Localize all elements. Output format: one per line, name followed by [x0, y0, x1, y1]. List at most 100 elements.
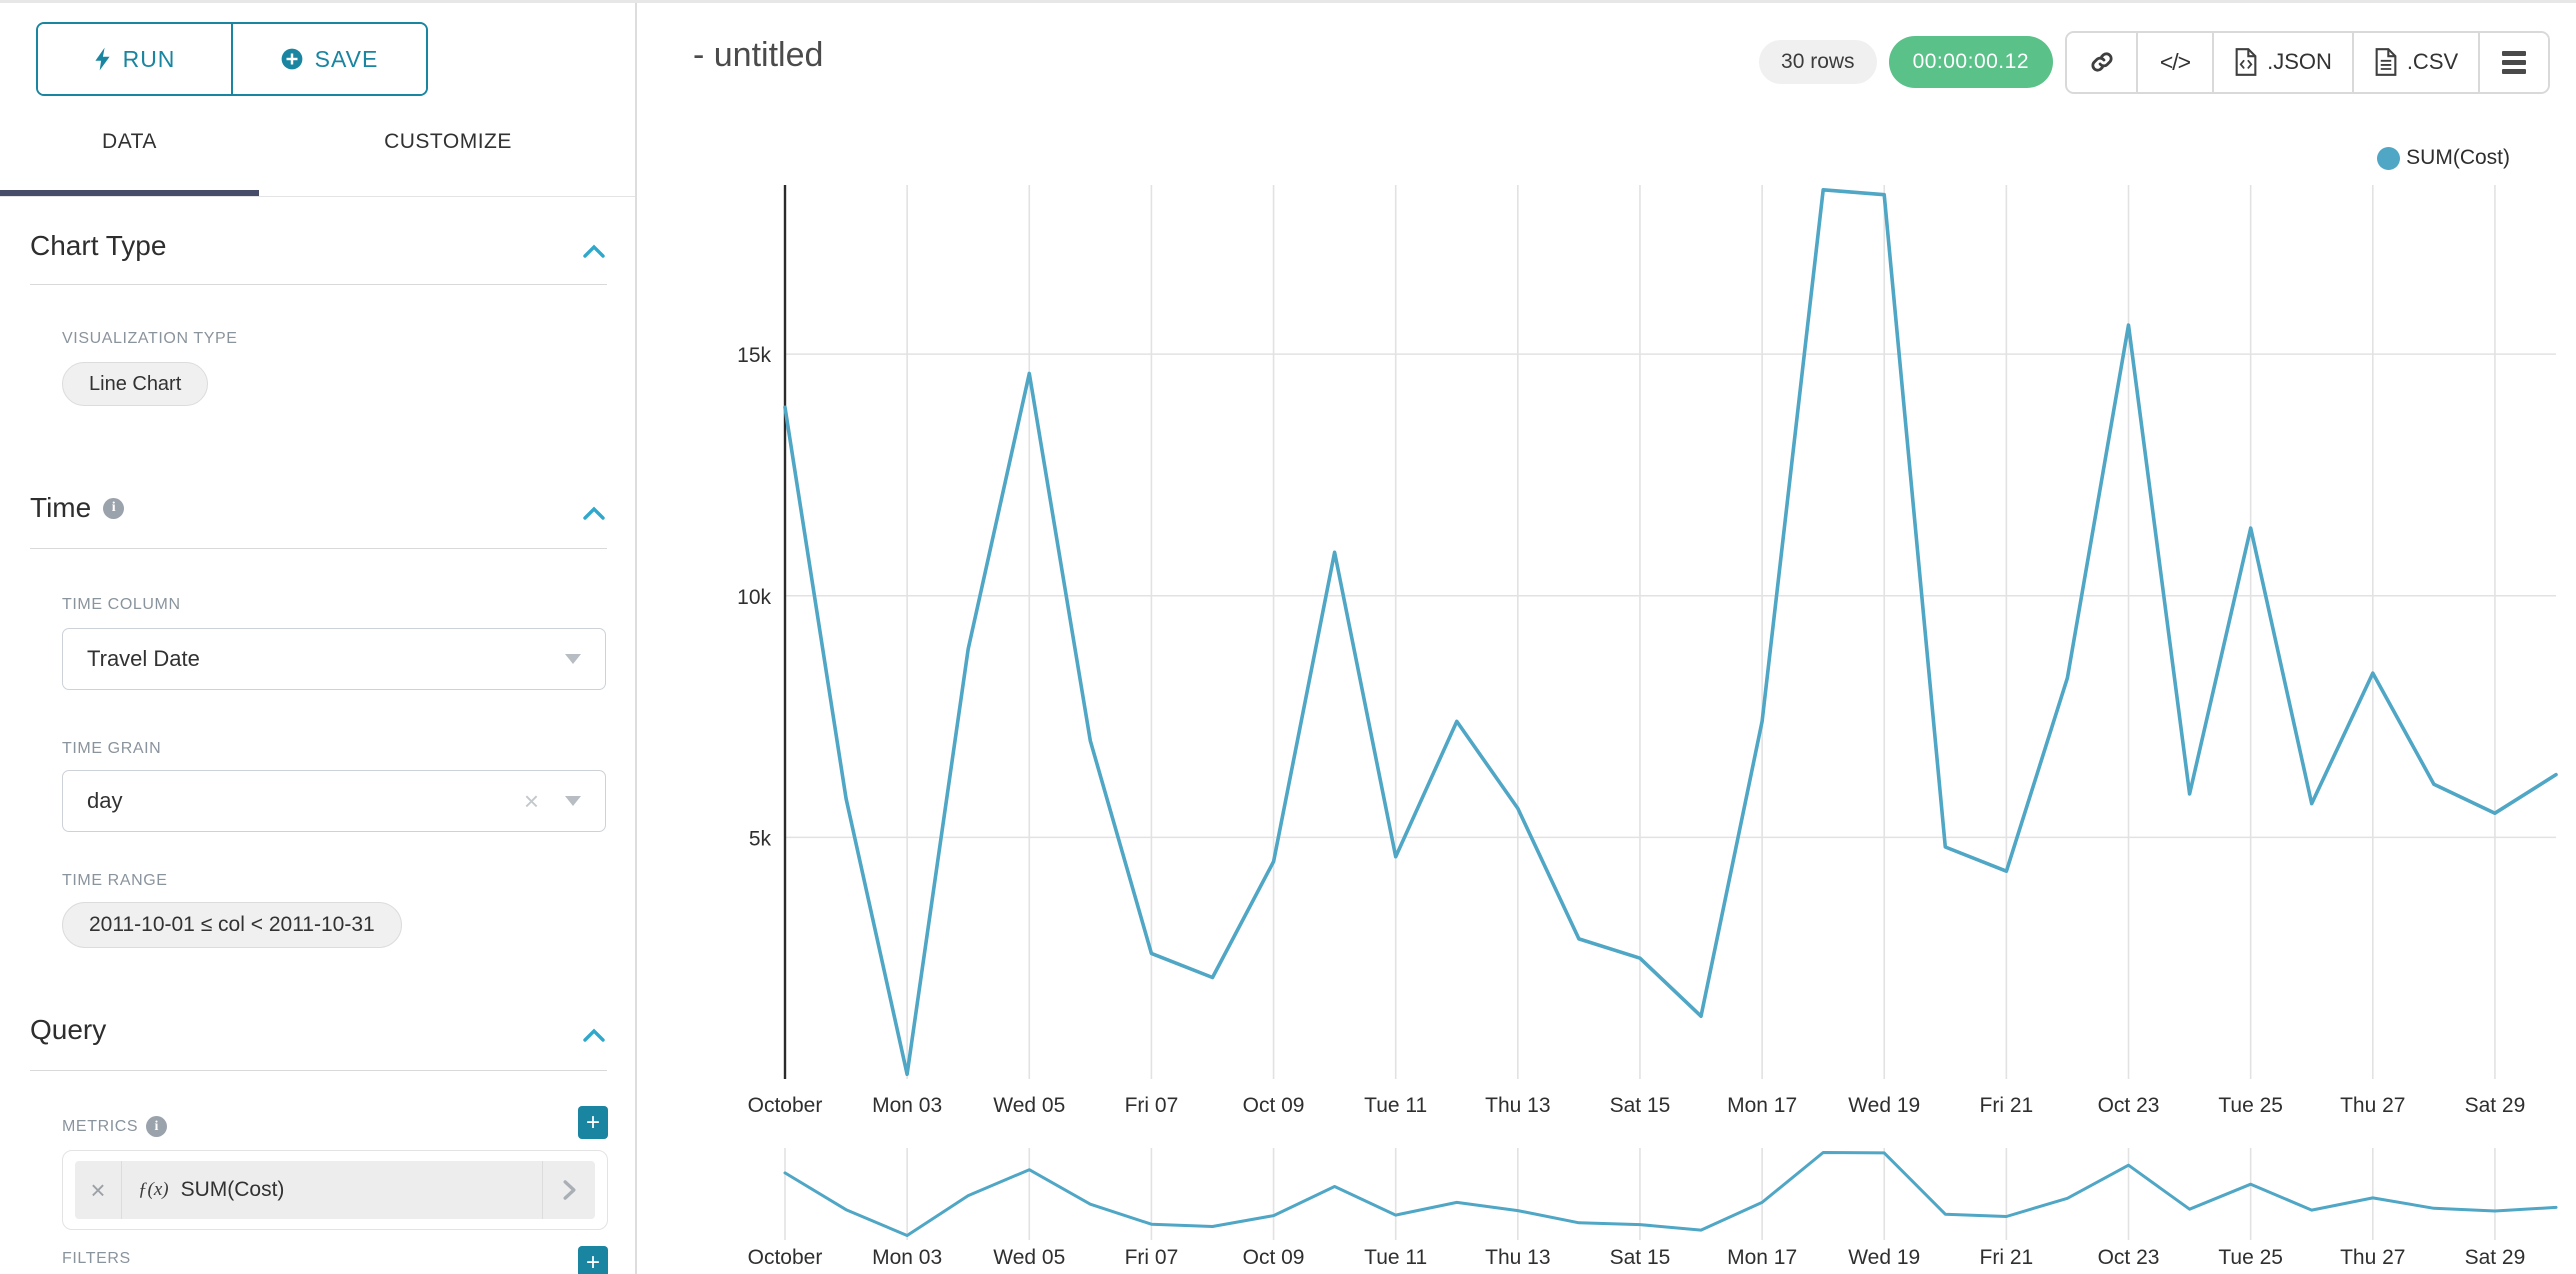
- svg-text:Fri 07: Fri 07: [1125, 1094, 1179, 1117]
- filters-label: FILTERS: [62, 1250, 131, 1267]
- svg-text:Tue 11: Tue 11: [1364, 1094, 1427, 1117]
- info-icon: i: [103, 497, 125, 519]
- file-text-icon: [2375, 48, 2397, 76]
- svg-text:Fri 21: Fri 21: [1980, 1246, 2034, 1269]
- section-title-chart-type: Chart Type: [30, 230, 167, 261]
- metric-container: × ƒ(x) SUM(Cost): [62, 1150, 608, 1230]
- export-json-label: .JSON: [2267, 49, 2332, 74]
- svg-text:Oct 23: Oct 23: [2098, 1246, 2160, 1269]
- svg-text:Mon 03: Mon 03: [872, 1094, 942, 1117]
- expand-metric-icon[interactable]: [543, 1180, 595, 1200]
- control-panel: RUN SAVE DATA CUSTOMIZE Chart Type VISUA: [0, 0, 637, 1274]
- svg-text:Wed 05: Wed 05: [993, 1094, 1065, 1117]
- copy-link-button[interactable]: [2067, 32, 2136, 92]
- time-grain-label: TIME GRAIN: [62, 740, 162, 757]
- svg-text:Tue 25: Tue 25: [2218, 1246, 2283, 1269]
- metric-divider: [121, 1161, 122, 1219]
- caret-down-icon: [565, 796, 581, 806]
- chevron-up-icon[interactable]: [583, 506, 605, 520]
- tab-customize[interactable]: CUSTOMIZE: [384, 130, 512, 153]
- visualization-type-pill[interactable]: Line Chart: [62, 362, 209, 406]
- active-tab-indicator: [0, 190, 259, 197]
- svg-text:Tue 25: Tue 25: [2218, 1094, 2283, 1117]
- svg-text:Thu 13: Thu 13: [1485, 1246, 1550, 1269]
- svg-text:Wed 19: Wed 19: [1848, 1246, 1920, 1269]
- svg-text:Thu 27: Thu 27: [2340, 1094, 2405, 1117]
- add-filter-button[interactable]: +: [578, 1246, 608, 1274]
- time-range-pill[interactable]: 2011-10-01 ≤ col < 2011-10-31: [62, 902, 402, 948]
- svg-text:Wed 19: Wed 19: [1848, 1094, 1920, 1117]
- export-json-button[interactable]: .JSON: [2212, 32, 2352, 92]
- add-metric-button[interactable]: +: [578, 1106, 608, 1139]
- legend-item[interactable]: SUM(Cost): [2377, 146, 2510, 170]
- time-column-value: Travel Date: [87, 646, 200, 671]
- svg-text:10k: 10k: [737, 586, 771, 609]
- tab-data[interactable]: DATA: [102, 130, 157, 153]
- info-icon: i: [146, 1116, 168, 1137]
- svg-text:Sat 29: Sat 29: [2465, 1094, 2526, 1117]
- chart-title[interactable]: - untitled: [693, 36, 824, 74]
- svg-text:October: October: [748, 1246, 823, 1269]
- menu-icon: [2502, 50, 2526, 74]
- svg-text:Fri 21: Fri 21: [1980, 1094, 2034, 1117]
- section-divider: [30, 284, 607, 285]
- svg-text:Oct 09: Oct 09: [1243, 1094, 1305, 1117]
- svg-text:Sat 15: Sat 15: [1610, 1246, 1671, 1269]
- svg-text:Mon 17: Mon 17: [1727, 1094, 1797, 1117]
- chevron-up-icon[interactable]: [583, 1028, 605, 1042]
- svg-text:Oct 09: Oct 09: [1243, 1246, 1305, 1269]
- time-column-select[interactable]: Travel Date: [62, 628, 606, 690]
- line-chart[interactable]: October Mon 03 Wed 05 Fri 07 Oct 09 Tue 11 Thu…: [737, 185, 2558, 1117]
- export-csv-label: .CSV: [2406, 49, 2459, 74]
- metric-pill[interactable]: × ƒ(x) SUM(Cost): [75, 1161, 595, 1219]
- svg-text:Sat 15: Sat 15: [1610, 1094, 1671, 1117]
- chevron-up-icon[interactable]: [583, 244, 605, 258]
- function-icon: ƒ(x): [138, 1179, 169, 1200]
- more-options-button[interactable]: [2478, 32, 2548, 92]
- tab-bottom-border: [0, 196, 635, 197]
- section-title-query: Query: [30, 1014, 107, 1045]
- visualization-type-label: VISUALIZATION TYPE: [62, 330, 238, 347]
- plus-circle-icon: [281, 48, 303, 70]
- svg-text:15k: 15k: [737, 344, 771, 367]
- svg-text:Fri 07: Fri 07: [1125, 1246, 1179, 1269]
- time-column-label: TIME COLUMN: [62, 596, 181, 613]
- svg-text:Oct 23: Oct 23: [2098, 1094, 2160, 1117]
- metric-value: SUM(Cost): [180, 1178, 285, 1201]
- lightning-icon: [94, 47, 110, 71]
- export-toolbar: </> .JSON .CSV: [2065, 30, 2550, 94]
- chart-canvas: October Mon 03 Wed 05 Fri 07 Oct 09 Tue 11 Thu…: [737, 185, 2558, 1269]
- run-button-label: RUN: [122, 45, 176, 72]
- svg-text:Tue 11: Tue 11: [1364, 1246, 1427, 1269]
- link-icon: [2090, 52, 2113, 72]
- time-grain-select[interactable]: day ×: [62, 770, 606, 832]
- save-button[interactable]: SAVE: [231, 24, 426, 94]
- time-grain-value: day: [87, 788, 123, 813]
- svg-text:Thu 13: Thu 13: [1485, 1094, 1550, 1117]
- header-controls: 30 rows 00:00:00.12 </>: [1759, 30, 2550, 94]
- row-count-badge: 30 rows: [1759, 40, 1877, 84]
- export-csv-button[interactable]: .CSV: [2352, 32, 2478, 92]
- save-button-label: SAVE: [314, 45, 379, 72]
- range-selector-mini-chart[interactable]: October Mon 03 Wed 05 Fri 07 Oct 09 Tue 11 Thu…: [748, 1148, 2558, 1269]
- legend-marker: [2377, 146, 2401, 170]
- caret-down-icon: [565, 654, 581, 664]
- svg-text:Mon 17: Mon 17: [1727, 1246, 1797, 1269]
- svg-text:Thu 27: Thu 27: [2340, 1246, 2405, 1269]
- file-code-icon: [2235, 48, 2257, 76]
- query-timer-badge: 00:00:00.12: [1888, 36, 2053, 88]
- view-query-button[interactable]: </>: [2136, 32, 2212, 92]
- svg-text:5k: 5k: [749, 827, 772, 850]
- code-icon: </>: [2159, 48, 2191, 75]
- metric-divider: [542, 1161, 543, 1219]
- remove-metric-icon[interactable]: ×: [90, 1175, 106, 1205]
- top-divider: [0, 0, 2576, 3]
- section-divider: [30, 548, 607, 549]
- section-divider: [30, 1070, 607, 1071]
- svg-text:Wed 05: Wed 05: [993, 1246, 1065, 1269]
- clear-icon[interactable]: ×: [523, 786, 539, 816]
- time-range-label: TIME RANGE: [62, 872, 168, 889]
- run-button[interactable]: RUN: [38, 24, 231, 94]
- run-save-button-group: RUN SAVE: [36, 22, 428, 96]
